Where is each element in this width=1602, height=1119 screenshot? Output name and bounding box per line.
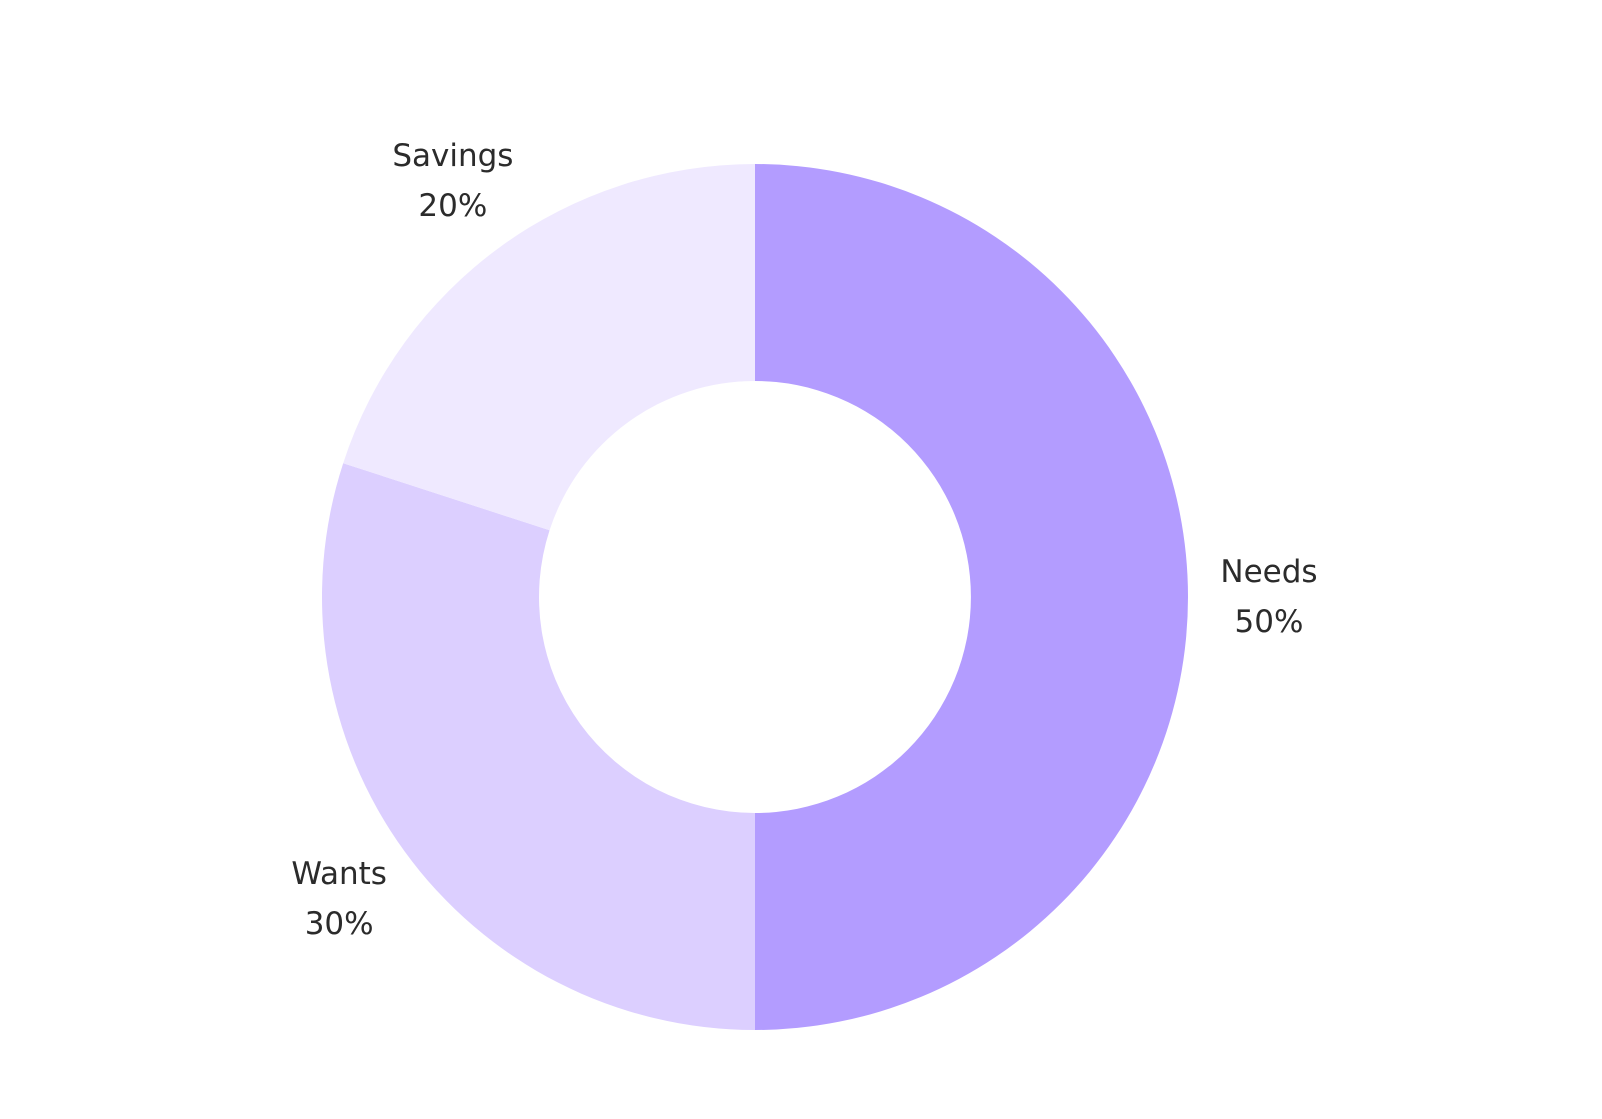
- slices-group: [322, 164, 1188, 1030]
- labels-group: Needs 50% Wants 30% Savings 20%: [291, 138, 1317, 942]
- slice-wants[interactable]: [322, 463, 755, 1030]
- slice-savings[interactable]: [343, 164, 755, 531]
- slice-label-savings: Savings: [392, 138, 513, 174]
- slice-value-needs: 50%: [1235, 604, 1304, 640]
- slice-label-wants: Wants: [291, 856, 387, 892]
- slice-label-needs: Needs: [1220, 554, 1317, 590]
- slice-needs[interactable]: [755, 164, 1188, 1030]
- slice-value-savings: 20%: [418, 188, 487, 224]
- slice-value-wants: 30%: [305, 906, 374, 942]
